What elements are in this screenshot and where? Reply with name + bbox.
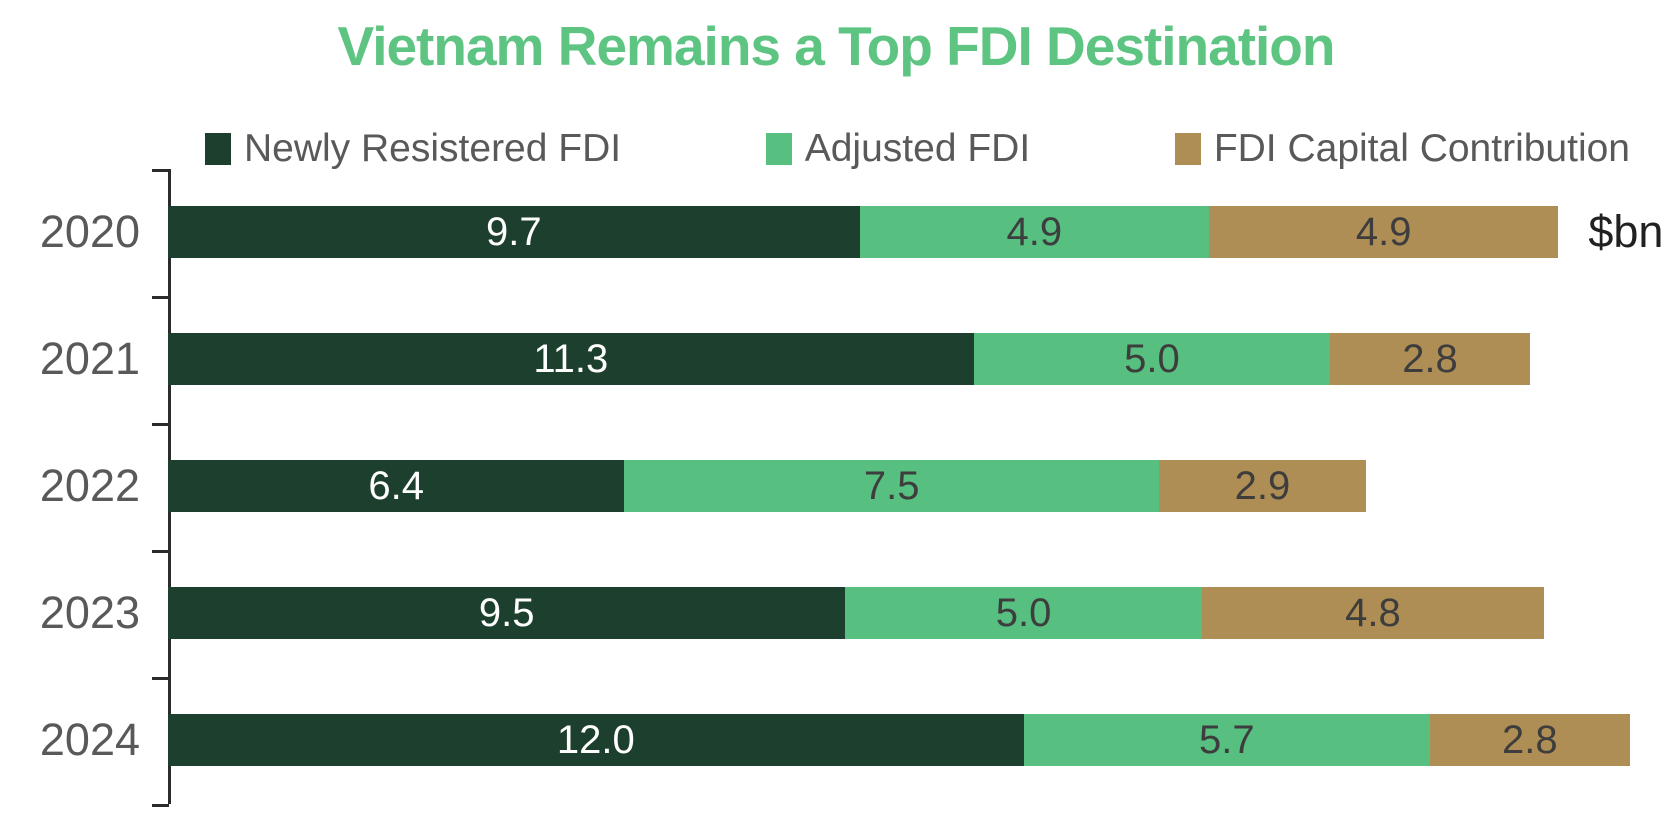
stacked-bar: 11.3 5.0 2.8 <box>168 333 1530 385</box>
bar-segment: 7.5 <box>624 460 1160 512</box>
bar-segment: 4.8 <box>1201 587 1545 639</box>
bar-row-2022: 2022 6.4 7.5 2.9 <box>40 460 1366 512</box>
bar-value-label: 6.4 <box>368 463 424 508</box>
bar-value-label: 11.3 <box>533 336 609 381</box>
bar-segment: 4.9 <box>859 206 1209 258</box>
bar-value-label: 2.8 <box>1402 336 1458 381</box>
bar-value-label: 9.5 <box>478 590 535 635</box>
bar-segment: 2.9 <box>1159 460 1366 512</box>
bar-value-label: 5.0 <box>1124 336 1180 381</box>
bar-segment: 12.0 <box>168 714 1024 766</box>
legend-label: Newly Resistered FDI <box>244 127 622 170</box>
stacked-bar: 9.5 5.0 4.8 <box>168 587 1545 639</box>
legend-swatch-capital-contribution-icon <box>1174 133 1201 165</box>
bar-value-label: 2.9 <box>1234 463 1291 508</box>
legend-item-fdi-capital-contribution: FDI Capital Contribution <box>1174 127 1630 171</box>
bar-segment: 11.3 <box>168 333 974 385</box>
bar-segment: 9.7 <box>168 206 860 258</box>
bar-segment: 2.8 <box>1330 333 1530 385</box>
legend-item-adjusted-fdi: Adjusted FDI <box>765 127 1031 171</box>
category-label: 2020 <box>39 206 140 257</box>
axis-tick <box>152 423 169 426</box>
axis-tick <box>152 677 169 680</box>
bar-value-label: 2.8 <box>1502 717 1558 762</box>
legend: Newly Resistered FDI Adjusted FDI FDI Ca… <box>205 124 1630 174</box>
bar-segment: 5.0 <box>973 333 1331 385</box>
bar-value-label: 12.0 <box>556 717 635 762</box>
bar-value-label: 5.0 <box>995 590 1052 635</box>
legend-swatch-adjusted-icon <box>765 133 792 165</box>
category-label: 2021 <box>39 333 140 384</box>
category-label: 2022 <box>39 460 140 511</box>
bar-row-2023: 2023 9.5 5.0 4.8 <box>40 587 1545 639</box>
category-label: 2024 <box>39 714 140 765</box>
stacked-bar: 12.0 5.7 2.8 <box>168 714 1630 766</box>
axis-tick <box>152 804 169 807</box>
axis-tick <box>152 169 169 172</box>
bar-value-label: 7.5 <box>863 463 920 508</box>
stacked-bar: 6.4 7.5 2.9 <box>168 460 1366 512</box>
bar-segment: 4.9 <box>1208 206 1559 258</box>
bar-row-2021: 2021 11.3 5.0 2.8 <box>40 333 1530 385</box>
axis-tick <box>152 296 169 299</box>
axis-tick <box>152 550 169 553</box>
legend-item-newly-registered-fdi: Newly Resistered FDI <box>205 127 621 171</box>
bar-value-label: 4.9 <box>1006 209 1063 254</box>
plot-area: 2020 9.7 4.9 4.9 $bn 2021 11.3 5.0 2.8 2022 6.4 7.5… <box>40 169 1668 809</box>
legend-label: FDI Capital Contribution <box>1213 127 1630 170</box>
bar-value-label: 9.7 <box>486 209 542 254</box>
bar-row-2024: 2024 12.0 5.7 2.8 <box>40 714 1630 766</box>
bar-segment: 5.0 <box>845 587 1202 639</box>
bar-segment: 9.5 <box>168 587 846 639</box>
unit-label: $bn <box>1588 206 1664 257</box>
category-label: 2023 <box>39 587 140 638</box>
bar-segment: 5.7 <box>1023 714 1430 766</box>
bar-segment: 2.8 <box>1430 714 1630 766</box>
legend-label: Adjusted FDI <box>804 127 1031 170</box>
bar-value-label: 5.7 <box>1198 717 1255 762</box>
bar-row-2020: 2020 9.7 4.9 4.9 $bn <box>40 206 1664 258</box>
bar-segment: 6.4 <box>168 460 625 512</box>
stacked-bar: 9.7 4.9 4.9 <box>168 206 1559 258</box>
legend-swatch-newly-registered-icon <box>205 133 231 165</box>
bar-value-label: 4.8 <box>1345 590 1401 635</box>
bar-value-label: 4.9 <box>1355 209 1412 254</box>
chart-title: Vietnam Remains a Top FDI Destination <box>337 15 1336 77</box>
